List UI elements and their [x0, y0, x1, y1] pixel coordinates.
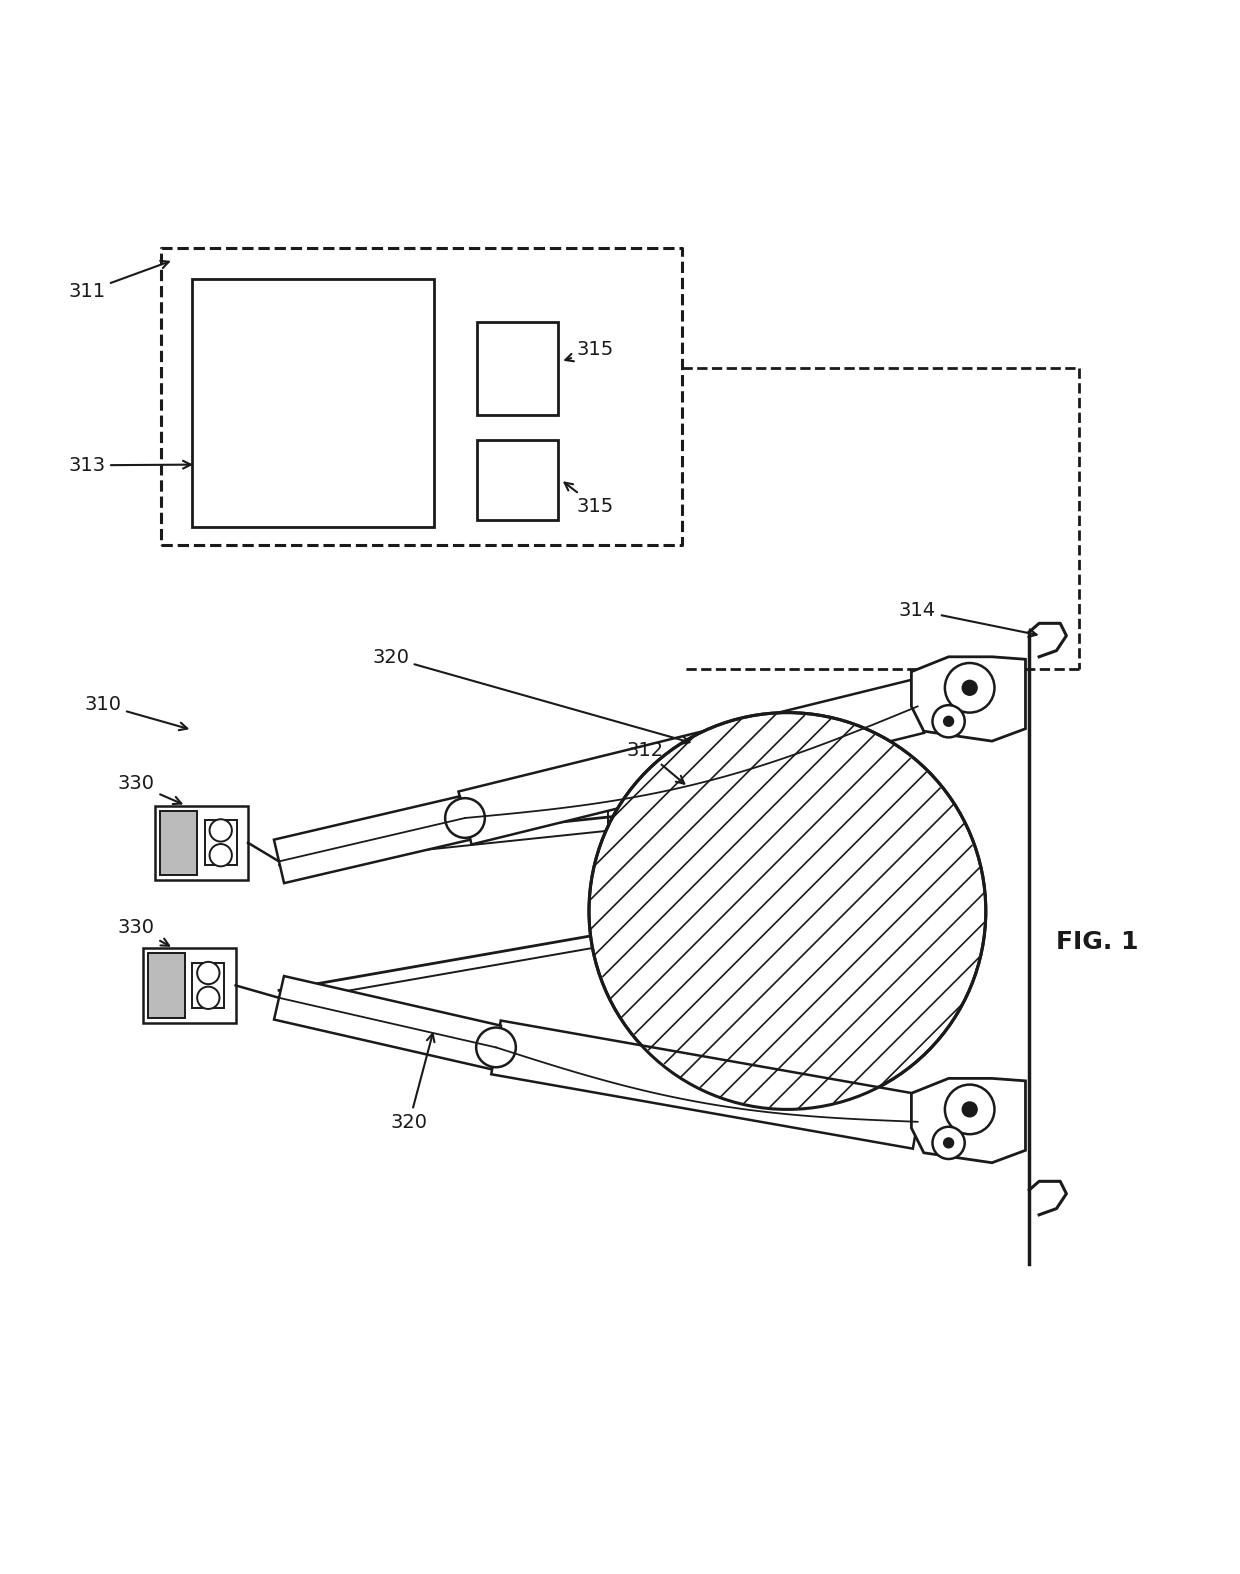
Text: 315: 315	[565, 340, 614, 362]
Polygon shape	[459, 680, 924, 845]
Bar	[160, 811, 197, 875]
Circle shape	[476, 1028, 516, 1067]
Text: 310: 310	[84, 696, 187, 730]
Bar	[192, 963, 224, 1007]
Text: 313: 313	[68, 456, 191, 475]
Text: 314: 314	[899, 601, 1037, 637]
Circle shape	[445, 798, 485, 837]
Bar	[192, 279, 434, 527]
Circle shape	[932, 705, 965, 737]
Circle shape	[932, 1127, 965, 1158]
Bar	[205, 820, 237, 866]
Circle shape	[944, 716, 954, 726]
Circle shape	[210, 818, 232, 842]
Text: 330: 330	[118, 774, 181, 804]
Polygon shape	[274, 976, 501, 1069]
Circle shape	[945, 663, 994, 713]
Text: 315: 315	[564, 483, 614, 516]
Bar	[143, 948, 236, 1023]
Bar	[155, 806, 248, 880]
Bar	[148, 954, 185, 1018]
Polygon shape	[274, 796, 470, 883]
Polygon shape	[491, 1020, 923, 1149]
Text: 311: 311	[68, 261, 169, 301]
Text: FIG. 1: FIG. 1	[1056, 930, 1138, 954]
Circle shape	[197, 962, 219, 984]
Bar	[477, 439, 558, 521]
Circle shape	[197, 987, 219, 1009]
Circle shape	[962, 680, 977, 696]
Circle shape	[589, 713, 986, 1110]
Text: 320: 320	[372, 648, 689, 745]
Circle shape	[210, 844, 232, 866]
Circle shape	[944, 1138, 954, 1147]
Polygon shape	[911, 1078, 1025, 1163]
Circle shape	[945, 1084, 994, 1135]
Polygon shape	[911, 656, 1025, 741]
Text: 330: 330	[118, 918, 169, 946]
Bar	[477, 323, 558, 416]
Text: 320: 320	[391, 1034, 434, 1132]
Circle shape	[962, 1102, 977, 1118]
Text: 312: 312	[626, 741, 684, 784]
